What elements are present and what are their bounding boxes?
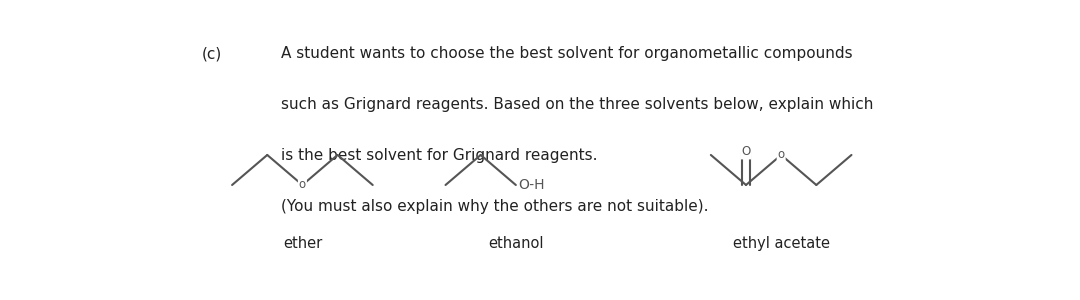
- Text: O-H: O-H: [518, 178, 544, 192]
- Text: (You must also explain why the others are not suitable).: (You must also explain why the others ar…: [282, 199, 708, 214]
- Text: ethyl acetate: ethyl acetate: [732, 236, 829, 251]
- Text: ethanol: ethanol: [488, 236, 543, 251]
- Text: O: O: [741, 146, 751, 158]
- Text: ether: ether: [283, 236, 322, 251]
- Text: is the best solvent for Grignard reagents.: is the best solvent for Grignard reagent…: [282, 148, 598, 163]
- Text: such as Grignard reagents. Based on the three solvents below, explain which: such as Grignard reagents. Based on the …: [282, 97, 874, 112]
- Text: (c): (c): [202, 46, 222, 62]
- Text: o: o: [299, 178, 306, 191]
- Text: o: o: [778, 148, 785, 161]
- Text: A student wants to choose the best solvent for organometallic compounds: A student wants to choose the best solve…: [282, 46, 853, 62]
